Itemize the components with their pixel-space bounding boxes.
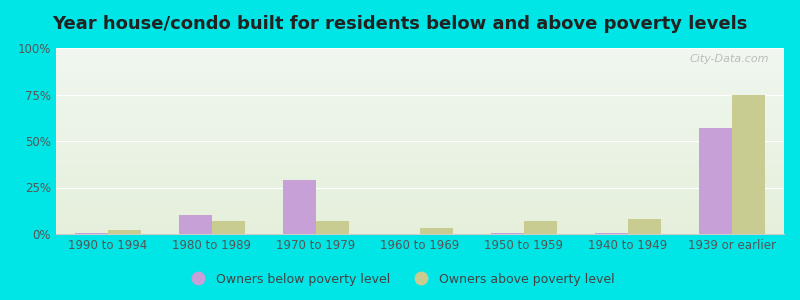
Bar — [594, 233, 628, 234]
Text: City-Data.com: City-Data.com — [690, 54, 770, 64]
Text: Year house/condo built for residents below and above poverty levels: Year house/condo built for residents bel… — [52, 15, 748, 33]
Bar — [212, 221, 246, 234]
Bar — [420, 228, 454, 234]
Bar — [74, 233, 108, 234]
Bar — [282, 180, 316, 234]
Bar — [732, 94, 766, 234]
Bar — [490, 233, 524, 234]
Legend: Owners below poverty level, Owners above poverty level: Owners below poverty level, Owners above… — [181, 268, 619, 291]
Bar — [108, 230, 142, 234]
Bar — [316, 221, 350, 234]
Bar — [524, 221, 558, 234]
Bar — [698, 128, 732, 234]
Bar — [178, 215, 212, 234]
Bar — [628, 219, 662, 234]
